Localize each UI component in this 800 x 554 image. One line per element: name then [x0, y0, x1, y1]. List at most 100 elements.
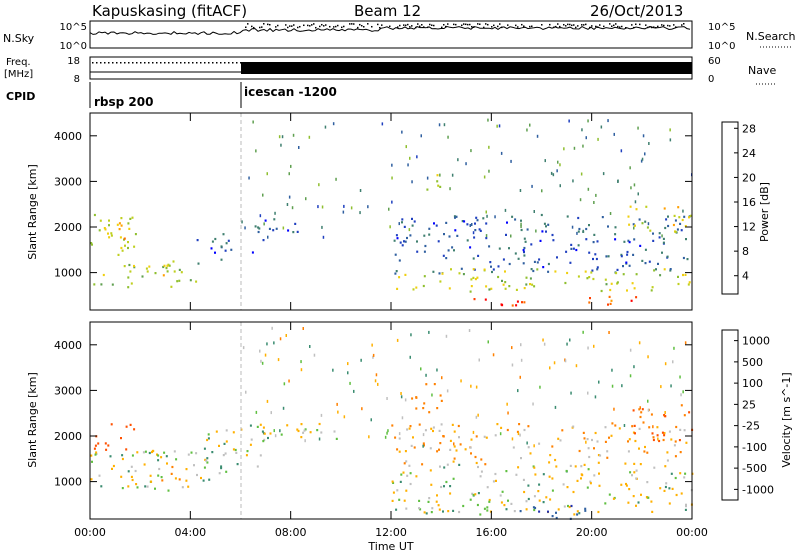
range-gate-cell [607, 119, 609, 123]
range-gate-cell [470, 452, 472, 455]
range-gate-cell [133, 266, 136, 269]
range-gate-cell [342, 210, 345, 214]
range-gate-cell [222, 233, 225, 236]
range-gate-cell [215, 430, 218, 433]
range-gate-cell [637, 192, 639, 196]
range-gate-cell [406, 428, 409, 431]
range-gate-cell [165, 455, 168, 458]
range-gate-cell [500, 303, 503, 306]
range-gate-cell [442, 435, 445, 438]
range-gate-cell [551, 515, 554, 518]
range-gate-cell [391, 424, 394, 427]
x-tick-label: 04:00 [174, 526, 206, 539]
range-gate-cell [375, 373, 378, 377]
range-gate-cell [517, 389, 519, 393]
range-gate-cell [211, 451, 214, 454]
nsearch-point [357, 26, 359, 29]
range-gate-cell [674, 476, 677, 480]
range-gate-cell [608, 331, 610, 334]
range-gate-cell [644, 445, 646, 449]
nsearch-point [289, 25, 291, 27]
range-gate-cell [439, 280, 442, 283]
range-gate-cell [141, 275, 144, 278]
range-gate-cell [118, 228, 121, 231]
range-gate-cell [630, 186, 632, 190]
range-gate-cell [394, 272, 397, 275]
range-gate-cell [504, 270, 506, 273]
range-gate-cell [549, 454, 552, 457]
range-gate-cell [195, 452, 198, 455]
range-gate-cell [423, 402, 426, 405]
range-gate-cell [531, 184, 533, 188]
range-gate-cell [666, 459, 669, 462]
range-gate-cell [469, 224, 471, 227]
range-gate-cell [542, 473, 545, 476]
range-gate-cell [685, 441, 688, 444]
nsearch-point [377, 23, 379, 26]
range-gate-cell [133, 245, 136, 248]
range-gate-cell [587, 187, 590, 191]
range-gate-cell [206, 438, 209, 442]
range-gate-cell [667, 215, 669, 218]
range-gate-cell [594, 431, 597, 435]
range-gate-cell [549, 498, 552, 501]
range-gate-cell [100, 485, 103, 488]
nsearch-point [299, 25, 301, 28]
range-gate-cell [473, 268, 476, 271]
range-gate-cell [230, 248, 233, 251]
nsearch-point [349, 23, 351, 25]
range-gate-cell [416, 250, 419, 253]
range-gate-cell [214, 251, 216, 254]
range-gate-cell [261, 361, 264, 365]
range-gate-cell [590, 271, 593, 274]
range-gate-cell [690, 214, 693, 217]
nsearch-point [669, 25, 671, 27]
range-gate-cell [674, 230, 677, 233]
nave-point [172, 62, 174, 64]
range-gate-cell [271, 326, 273, 330]
range-gate-cell [485, 210, 487, 214]
colorbar-tick-label: 28 [742, 122, 756, 135]
range-gate-cell [388, 207, 390, 211]
range-gate-cell [661, 234, 663, 238]
range-gate-cell [519, 510, 522, 513]
range-gate-cell [398, 259, 401, 262]
nsearch-point [541, 24, 543, 26]
range-gate-cell [680, 393, 682, 397]
nsearch-point [361, 24, 363, 27]
range-gate-cell [222, 454, 225, 457]
range-gate-cell [523, 237, 526, 240]
range-gate-cell [527, 425, 530, 428]
range-gate-cell [533, 508, 536, 512]
range-gate-cell [127, 246, 129, 250]
range-gate-cell [614, 226, 617, 229]
range-gate-cell [466, 239, 469, 242]
range-gate-cell [302, 327, 304, 330]
range-gate-cell [405, 460, 408, 463]
range-gate-cell [667, 224, 670, 228]
range-gate-cell [576, 510, 579, 513]
range-gate-cell [405, 507, 408, 510]
range-gate-cell [196, 239, 199, 242]
range-gate-cell [597, 137, 599, 141]
range-gate-cell [679, 428, 682, 431]
range-gate-cell [148, 451, 151, 455]
range-gate-cell [565, 469, 568, 473]
range-gate-cell [539, 385, 541, 389]
range-gate-cell [662, 237, 665, 240]
range-gate-cell [406, 474, 409, 477]
range-gate-cell [494, 434, 497, 437]
range-gate-cell [666, 255, 669, 258]
nsearch-point [501, 26, 503, 29]
range-gate-cell [533, 285, 536, 288]
range-gate-cell [663, 489, 666, 492]
range-gate-cell [318, 422, 321, 426]
range-gate-cell [576, 231, 578, 235]
nsearch-point [651, 26, 653, 29]
range-gate-cell [640, 159, 643, 163]
range-gate-cell [119, 236, 122, 239]
range-gate-cell [399, 480, 402, 483]
range-gate-cell [566, 215, 569, 218]
range-gate-cell [431, 507, 434, 510]
range-gate-cell [288, 172, 290, 176]
